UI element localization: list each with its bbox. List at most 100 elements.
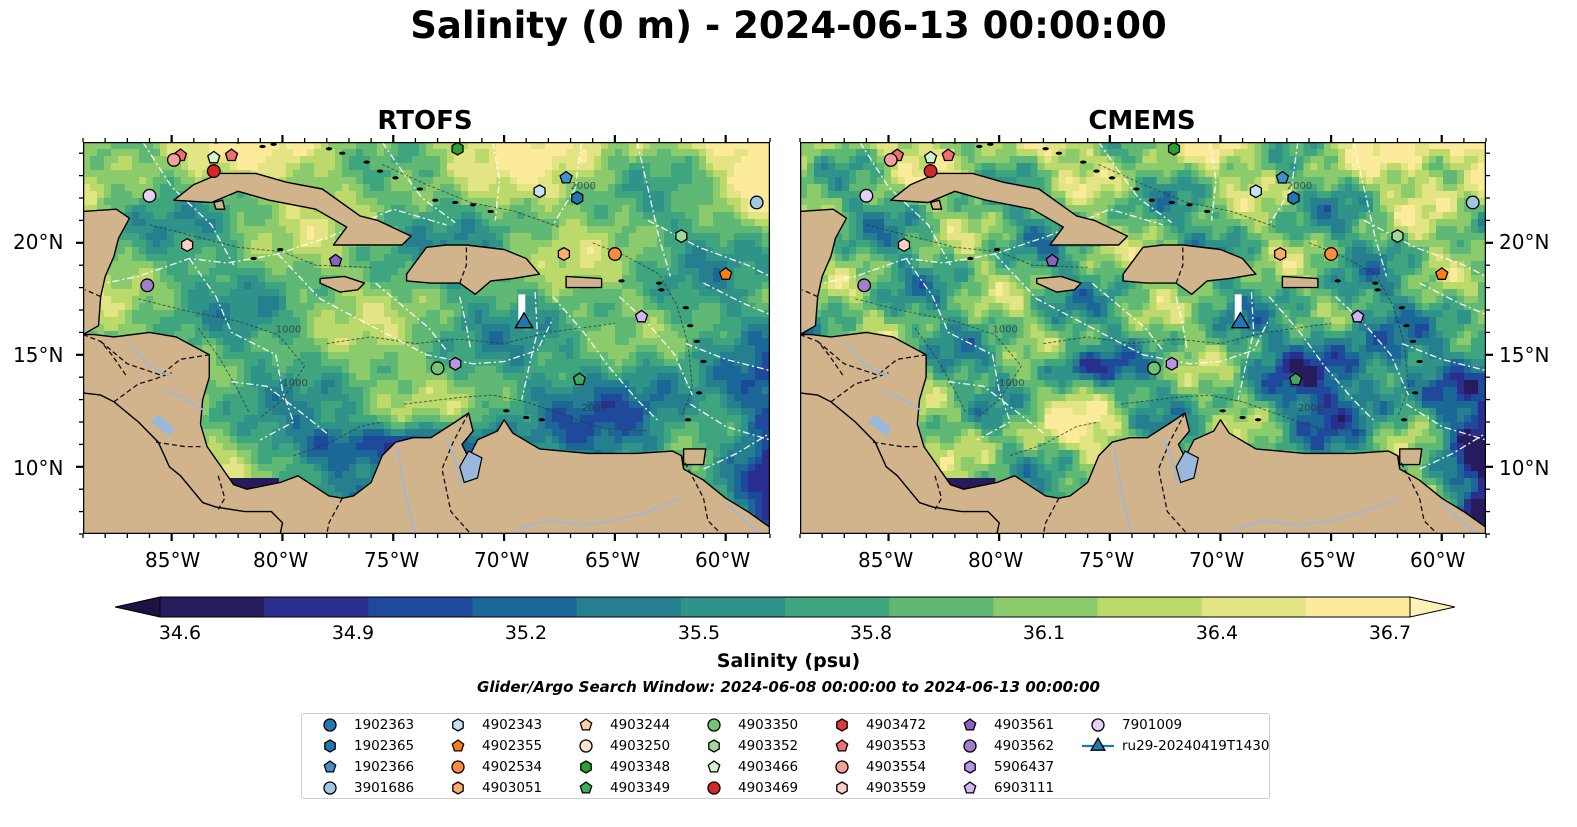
legend-marker bbox=[836, 718, 848, 732]
marker-4903352 bbox=[675, 229, 688, 244]
legend-marker bbox=[579, 718, 593, 731]
pentagon-icon bbox=[835, 739, 849, 752]
legend-marker bbox=[452, 781, 464, 795]
contour-label: 1000 bbox=[276, 324, 301, 335]
small-island bbox=[392, 176, 399, 180]
marker-5906437 bbox=[1165, 356, 1178, 371]
lon-label-rtofs-75w: 75°W bbox=[364, 548, 420, 572]
small-island bbox=[487, 209, 494, 214]
marker-4903559 bbox=[897, 237, 911, 253]
small-island bbox=[259, 144, 266, 149]
hexagon-icon bbox=[580, 760, 592, 774]
colorbar-tick-36-4: 36.4 bbox=[1195, 622, 1239, 644]
legend-marker bbox=[1089, 737, 1107, 751]
land-mainland bbox=[799, 331, 1487, 535]
small-island bbox=[1416, 359, 1423, 364]
legend-marker bbox=[580, 760, 592, 774]
small-island bbox=[1203, 209, 1211, 214]
small-island bbox=[967, 256, 974, 261]
map-panel-rtofs[interactable]: 1000 2000 1000 2000 bbox=[82, 140, 777, 535]
legend-marker bbox=[323, 781, 337, 795]
lon-label-rtofs-60w: 60°W bbox=[695, 548, 751, 572]
bathymetry-contours: 1000 2000 1000 2000 bbox=[855, 163, 1410, 457]
lake-maracaibo bbox=[1175, 450, 1200, 484]
colorbar-segment bbox=[785, 597, 890, 617]
legend-label: 5906437 bbox=[994, 759, 1055, 775]
legend-marker bbox=[323, 718, 337, 732]
small-island bbox=[250, 256, 257, 261]
colorbar-segment bbox=[264, 597, 369, 617]
marker-1902365 bbox=[1287, 190, 1300, 206]
lat-label-right-20: 20°N bbox=[1499, 230, 1550, 254]
salinity-map-rtofs[interactable]: 1000 2000 1000 2000 bbox=[82, 140, 777, 535]
salinity-map-cmems[interactable]: 1000 2000 1000 2000 bbox=[799, 140, 1493, 535]
land-mainland bbox=[82, 331, 771, 535]
land-cuba bbox=[173, 172, 412, 246]
marker-4903554 bbox=[166, 152, 181, 167]
legend-marker bbox=[963, 739, 977, 753]
lon-label-rtofs-70w: 70°W bbox=[474, 548, 530, 572]
circle-icon bbox=[323, 718, 337, 732]
circle-icon bbox=[707, 718, 721, 732]
marker-4903352 bbox=[1391, 229, 1404, 244]
legend-label: 4902355 bbox=[482, 738, 543, 754]
marker-3901686 bbox=[1465, 195, 1480, 210]
map-frame bbox=[799, 141, 1487, 535]
colorbar-segment bbox=[368, 597, 473, 617]
legend-marker bbox=[707, 760, 721, 773]
small-island bbox=[1108, 176, 1116, 180]
eez-boundaries bbox=[82, 141, 771, 535]
lake-maracaibo bbox=[459, 450, 483, 484]
small-island bbox=[987, 142, 994, 146]
circle-icon bbox=[451, 760, 465, 774]
colorbar-segment bbox=[993, 597, 1098, 617]
rivers-lakes bbox=[845, 343, 1478, 535]
contour-label: 1000 bbox=[282, 378, 307, 389]
legend-label: 4903466 bbox=[738, 759, 799, 775]
political-borders bbox=[82, 245, 722, 535]
lake-nicaragua bbox=[150, 414, 175, 437]
legend-marker bbox=[707, 718, 721, 732]
marker-4903349 bbox=[572, 372, 587, 386]
legend-label: 4903562 bbox=[994, 738, 1055, 754]
pentagon-icon bbox=[963, 718, 977, 731]
circle-icon bbox=[707, 781, 721, 795]
small-island bbox=[503, 409, 510, 413]
small-island bbox=[277, 247, 284, 252]
contour-label: 2000 bbox=[582, 403, 607, 414]
legend-marker bbox=[707, 781, 721, 795]
marker-4903051 bbox=[557, 246, 571, 262]
legend-label: 4903352 bbox=[738, 738, 799, 754]
marker-ru29-20240419T1430 bbox=[514, 311, 534, 329]
small-island bbox=[1372, 281, 1379, 285]
small-island bbox=[695, 391, 703, 395]
colorbar-extend-low bbox=[115, 596, 161, 618]
rivers-lakes bbox=[128, 343, 762, 535]
legend-marker bbox=[963, 781, 977, 794]
colorbar-extend-high bbox=[1409, 596, 1455, 618]
small-island bbox=[1219, 409, 1226, 413]
land-puertorico bbox=[565, 275, 603, 289]
marker-4903469 bbox=[923, 164, 938, 179]
legend-label: 4903348 bbox=[610, 759, 671, 775]
small-island bbox=[363, 160, 370, 164]
marker-1902366 bbox=[559, 170, 573, 184]
land-yucatan bbox=[799, 208, 848, 336]
triangle-icon bbox=[1082, 737, 1114, 751]
colorbar-segment bbox=[680, 597, 786, 617]
small-island bbox=[1374, 288, 1381, 292]
map-panel-cmems[interactable]: 1000 2000 1000 2000 bbox=[799, 140, 1493, 535]
colorbar-tick-34-9: 34.9 bbox=[331, 622, 375, 644]
hexagon-icon bbox=[836, 718, 848, 732]
small-island bbox=[618, 279, 625, 283]
small-island bbox=[538, 418, 545, 422]
colorbar-segment bbox=[576, 597, 682, 617]
lon-label-cmems-70w: 70°W bbox=[1189, 548, 1245, 572]
marker-4902534 bbox=[607, 247, 622, 261]
legend-marker bbox=[579, 781, 593, 794]
legend-label: 4903244 bbox=[610, 717, 671, 733]
lon-label-rtofs-65w: 65°W bbox=[585, 548, 641, 572]
small-island bbox=[452, 200, 459, 205]
lat-label-left-20: 20°N bbox=[13, 230, 64, 254]
small-island bbox=[1055, 151, 1063, 155]
